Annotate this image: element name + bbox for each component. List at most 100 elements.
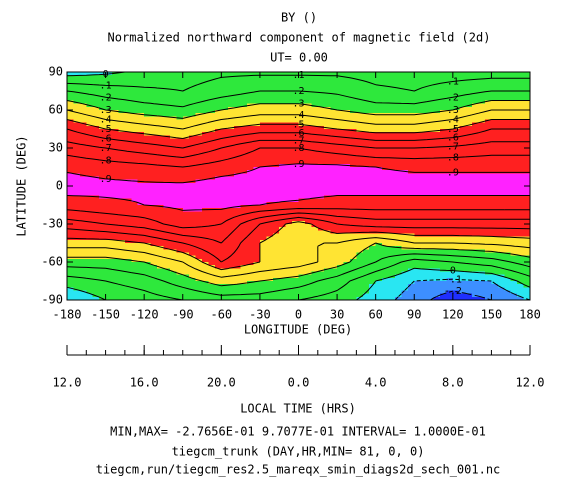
contour-cell bbox=[266, 144, 274, 149]
contour-cell bbox=[439, 154, 448, 159]
contour-cell bbox=[195, 106, 203, 111]
contour-cell bbox=[272, 224, 280, 228]
contour-cell bbox=[131, 220, 139, 225]
contour-cell bbox=[407, 100, 415, 105]
contour-cell bbox=[504, 182, 512, 187]
contour-cell bbox=[105, 84, 113, 89]
contour-cell bbox=[465, 97, 473, 102]
contour-cell bbox=[414, 211, 422, 216]
contour-cell bbox=[362, 116, 370, 121]
contour-cell bbox=[202, 84, 210, 89]
contour-cell bbox=[330, 106, 338, 111]
contour-cell bbox=[484, 141, 493, 146]
contour-cell bbox=[369, 255, 377, 260]
contour-cell bbox=[362, 91, 370, 95]
contour-cell bbox=[484, 233, 493, 238]
contour-cell bbox=[150, 182, 158, 187]
contour-cell bbox=[491, 91, 499, 95]
contour-cell bbox=[182, 243, 190, 247]
contour-cell bbox=[105, 132, 113, 136]
contour-cell bbox=[137, 243, 145, 247]
contour-cell bbox=[292, 135, 300, 140]
contour-cell bbox=[214, 110, 222, 114]
contour-cell bbox=[253, 274, 261, 279]
contour-cell bbox=[195, 173, 203, 178]
contour-cell bbox=[478, 84, 486, 89]
contour-cell bbox=[311, 211, 319, 216]
contour-cell bbox=[369, 274, 377, 279]
local-time-label: LOCAL TIME (HRS) bbox=[240, 402, 356, 416]
contour-cell bbox=[105, 100, 113, 105]
contour-cell bbox=[510, 182, 518, 187]
contour-cell bbox=[195, 97, 203, 102]
contour-cell bbox=[176, 195, 184, 200]
contour-cell bbox=[272, 265, 280, 269]
contour-cell bbox=[497, 277, 505, 282]
contour-cell bbox=[169, 271, 177, 276]
contour-cell bbox=[234, 271, 242, 276]
contour-cell bbox=[504, 132, 512, 136]
contour-cell bbox=[317, 252, 325, 257]
contour-cell bbox=[362, 167, 370, 171]
contour-cell bbox=[285, 258, 293, 263]
contour-cell bbox=[79, 262, 87, 266]
contour-cell bbox=[137, 75, 145, 79]
contour-cell bbox=[79, 287, 87, 292]
contour-cell bbox=[375, 236, 383, 241]
contour-cell bbox=[86, 78, 94, 83]
contour-cell bbox=[298, 233, 306, 238]
contour-cell bbox=[356, 91, 364, 95]
contour-cell bbox=[478, 97, 486, 102]
contour-cell bbox=[484, 281, 493, 285]
contour-cell bbox=[279, 148, 287, 152]
contour-cell bbox=[510, 167, 518, 171]
contour-cell bbox=[86, 290, 94, 295]
contour-cell bbox=[266, 129, 274, 133]
contour-cell bbox=[195, 236, 203, 241]
contour-cell bbox=[92, 195, 100, 200]
contour-cell bbox=[382, 211, 390, 216]
contour-cell bbox=[208, 157, 216, 162]
contour-cell bbox=[214, 103, 222, 108]
contour-cell bbox=[407, 132, 415, 136]
contour-cell bbox=[182, 205, 190, 209]
contour-cell bbox=[394, 262, 402, 266]
contour-cell bbox=[446, 236, 454, 241]
contour-cell bbox=[523, 132, 531, 136]
contour-cell bbox=[92, 151, 100, 155]
contour-cell bbox=[465, 132, 473, 136]
contour-cell bbox=[375, 192, 383, 197]
contour-cell bbox=[504, 103, 512, 108]
contour-cell bbox=[439, 135, 448, 140]
contour-cell bbox=[414, 106, 422, 111]
contour-cell bbox=[510, 91, 518, 95]
contour-cell bbox=[221, 81, 229, 86]
contour-cell bbox=[388, 277, 396, 282]
contour-cell bbox=[137, 110, 145, 114]
contour-cell bbox=[150, 230, 158, 235]
contour-cell bbox=[517, 125, 525, 130]
contour-cell bbox=[337, 211, 345, 216]
contour-cell bbox=[523, 274, 531, 279]
contour-cell bbox=[73, 167, 81, 171]
contour-cell bbox=[497, 198, 505, 203]
contour-cell bbox=[394, 94, 402, 98]
contour-cell bbox=[504, 91, 512, 95]
contour-cell bbox=[118, 192, 126, 197]
contour-cell bbox=[472, 135, 480, 140]
contour-cell bbox=[144, 258, 152, 263]
contour-cell bbox=[446, 91, 454, 95]
contour-cell bbox=[382, 119, 390, 124]
contour-cell bbox=[517, 110, 525, 114]
contour-cell bbox=[195, 129, 203, 133]
contour-cell bbox=[401, 271, 409, 276]
contour-cell bbox=[99, 81, 107, 86]
contour-cell bbox=[292, 173, 300, 178]
contour-cell bbox=[169, 255, 177, 260]
contour-cell bbox=[349, 176, 357, 181]
contour-cell bbox=[137, 268, 145, 273]
contour-cell bbox=[446, 271, 454, 276]
contour-cell bbox=[221, 72, 229, 76]
contour-cell bbox=[356, 201, 364, 206]
contour-cell bbox=[92, 132, 100, 136]
